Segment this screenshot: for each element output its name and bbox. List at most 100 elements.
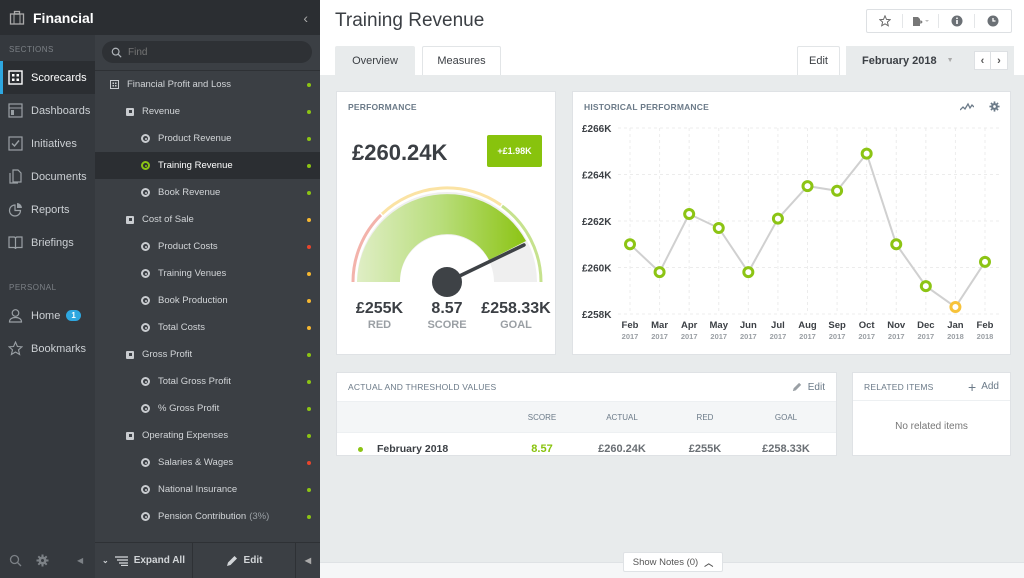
- tree-item[interactable]: Gross Profit: [95, 341, 320, 368]
- goal-label: GOAL: [500, 319, 532, 331]
- collapse-tree-icon[interactable]: ◀: [304, 556, 312, 565]
- show-notes-label: Show Notes (0): [632, 556, 699, 568]
- add-related-button[interactable]: + Add: [968, 380, 999, 394]
- chart-type-icon[interactable]: [960, 102, 974, 112]
- nav-label: Initiatives: [31, 137, 77, 150]
- expand-all-button[interactable]: ⌄ Expand All: [95, 543, 193, 578]
- tree-item[interactable]: Pension Contribution (3%): [95, 503, 320, 530]
- tree-item[interactable]: % Gross Profit: [95, 395, 320, 422]
- nav-item-documents[interactable]: Documents: [0, 160, 95, 193]
- thresholds-edit-button[interactable]: Edit: [792, 382, 825, 393]
- find-input[interactable]: [128, 46, 298, 58]
- bookmark-button[interactable]: [867, 14, 903, 28]
- tree-item[interactable]: Product Costs: [95, 233, 320, 260]
- tree-item-label: Book Production: [158, 295, 228, 306]
- checkbox-icon: [8, 136, 23, 151]
- tree-item-label: Book Revenue: [158, 187, 221, 198]
- measure-icon: [141, 377, 150, 386]
- objective-icon: [126, 215, 134, 224]
- tree-item[interactable]: Book Revenue: [95, 179, 320, 206]
- tree-item[interactable]: National Insurance: [95, 476, 320, 503]
- app-title: Financial: [33, 9, 94, 26]
- x-tick-month: May: [710, 320, 729, 331]
- table-row[interactable]: February 2018 8.57 £260.24K £255K £258.3…: [337, 433, 836, 465]
- star-icon: [878, 15, 891, 27]
- x-tick-year: 2017: [740, 332, 757, 341]
- tab-measures[interactable]: Measures: [422, 46, 501, 75]
- nav-label: Briefings: [31, 236, 74, 249]
- status-dot: [358, 446, 363, 452]
- tree-item[interactable]: Operating Expenses: [95, 422, 320, 449]
- find-box[interactable]: [102, 41, 312, 63]
- divider: [95, 70, 320, 71]
- notification-badge: 1: [66, 310, 81, 321]
- status-dot: [307, 460, 311, 465]
- tree-item[interactable]: Cost of Sale: [95, 206, 320, 233]
- tree-item-label: Financial Profit and Loss: [127, 79, 232, 90]
- data-point: [624, 238, 636, 251]
- measure-icon: [141, 458, 150, 467]
- status-dot: [307, 406, 311, 411]
- show-notes-button[interactable]: Show Notes (0) ︿: [623, 552, 723, 572]
- status-dot: [307, 136, 311, 141]
- collapse-nav-icon[interactable]: ◀: [77, 555, 84, 565]
- dashboard-icon: [8, 103, 23, 118]
- export-button[interactable]: [903, 14, 939, 28]
- sections-label: SECTIONS: [9, 45, 54, 54]
- tree-edit-button[interactable]: Edit: [193, 543, 296, 578]
- star-icon: [8, 341, 23, 356]
- nav-label: Reports: [31, 203, 70, 216]
- y-tick: £262K: [582, 217, 612, 228]
- objective-icon: [126, 107, 134, 116]
- previous-period-button[interactable]: ‹: [975, 52, 991, 69]
- edit-button[interactable]: Edit: [797, 46, 840, 75]
- nav-item-initiatives[interactable]: Initiatives: [0, 127, 95, 160]
- historical-line-chart: £266K£264K£262K£260K£258KFeb2017Mar2017A…: [582, 124, 1001, 341]
- search-icon[interactable]: [9, 554, 22, 567]
- gear-icon[interactable]: [36, 554, 49, 567]
- nav-item-home[interactable]: Home 1: [0, 299, 95, 332]
- status-dot: [307, 514, 311, 519]
- nav-item-briefings[interactable]: Briefings: [0, 226, 95, 259]
- scorecard-icon: [110, 80, 119, 89]
- objective-icon: [126, 350, 134, 359]
- x-tick-month: Oct: [859, 320, 876, 331]
- nav-item-bookmarks[interactable]: Bookmarks: [0, 332, 95, 365]
- nav-item-reports[interactable]: Reports: [0, 193, 95, 226]
- tree-item[interactable]: Total Gross Profit: [95, 368, 320, 395]
- tree-item[interactable]: Total Costs: [95, 314, 320, 341]
- period-label: February 2018: [862, 54, 937, 67]
- status-dot: [307, 379, 311, 384]
- chart-settings-icon[interactable]: [989, 101, 1000, 112]
- info-button[interactable]: [939, 14, 975, 28]
- briefcase-icon: [9, 10, 25, 25]
- goal-value: £258.33K: [481, 300, 551, 317]
- history-button[interactable]: [975, 14, 1011, 28]
- tree-item-label: Total Gross Profit: [158, 376, 231, 387]
- period-selector[interactable]: February 2018 ▼ ‹ ›: [846, 46, 1014, 75]
- nav-item-scorecards[interactable]: Scorecards: [0, 61, 95, 94]
- score-value: 8.57: [431, 300, 463, 317]
- tree-item[interactable]: Product Revenue: [95, 125, 320, 152]
- search-icon: [111, 47, 122, 58]
- data-point: [919, 280, 932, 293]
- tree-item[interactable]: Training Revenue: [95, 152, 320, 179]
- tree-item[interactable]: Salaries & Wages: [95, 449, 320, 476]
- collapse-sidebar-icon[interactable]: ‹: [303, 9, 308, 26]
- tree-item[interactable]: Revenue: [95, 98, 320, 125]
- tree-item[interactable]: Training Venues: [95, 260, 320, 287]
- nav-item-dashboards[interactable]: Dashboards: [0, 94, 95, 127]
- data-point: [949, 301, 962, 314]
- tree-item[interactable]: Financial Profit and Loss: [95, 71, 320, 98]
- col-actual: ACTUAL: [606, 412, 638, 422]
- data-point: [831, 184, 844, 197]
- tree-item[interactable]: Book Production: [95, 287, 320, 314]
- next-period-button[interactable]: ›: [997, 54, 1001, 67]
- tab-overview[interactable]: Overview: [335, 46, 415, 75]
- related-items-card: RELATED ITEMS + Add No related items: [852, 372, 1011, 456]
- related-title: RELATED ITEMS: [864, 381, 934, 392]
- y-tick: £264K: [582, 171, 612, 182]
- status-dot: [307, 217, 311, 222]
- y-tick: £266K: [582, 124, 612, 135]
- col-red: RED: [696, 412, 714, 422]
